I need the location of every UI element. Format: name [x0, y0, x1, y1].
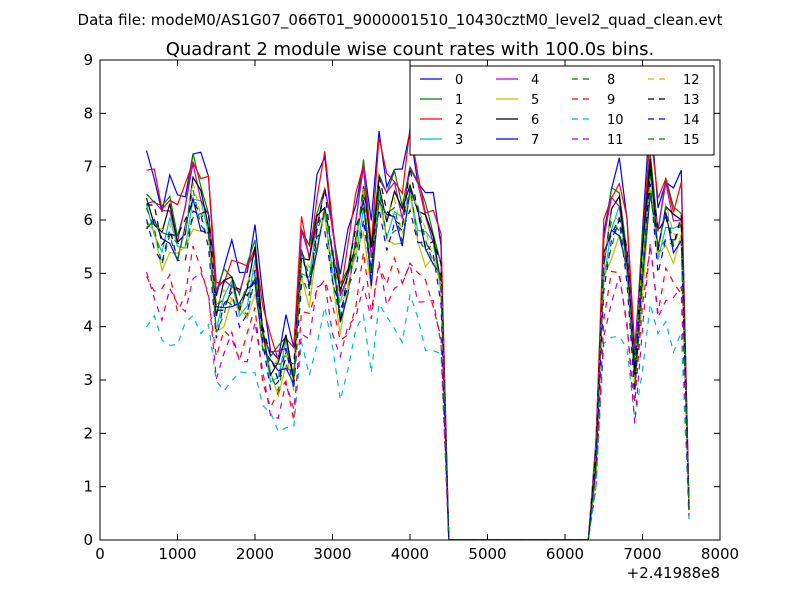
legend-label-7: 7 [531, 133, 539, 148]
y-tick-label: 9 [83, 51, 93, 69]
data-file-header: Data file: modeM0/AS1G07_066T01_90000015… [78, 11, 723, 30]
legend-label-0: 0 [455, 73, 463, 88]
series-line-9 [145, 245, 690, 540]
x-tick-label: 1000 [158, 545, 196, 563]
x-tick-label: 4000 [391, 545, 429, 563]
legend-label-5: 5 [531, 93, 539, 108]
legend-label-11: 11 [607, 133, 624, 148]
legend-label-12: 12 [683, 73, 700, 88]
x-tick-label: 6000 [546, 545, 584, 563]
y-tick-label: 0 [83, 531, 93, 549]
series-line-10 [146, 294, 690, 540]
series-line-15 [146, 189, 690, 540]
x-tick-label: 5000 [468, 545, 506, 563]
legend-label-2: 2 [455, 113, 463, 128]
series-line-11 [145, 243, 690, 540]
x-tick-label: 7000 [623, 545, 661, 563]
series-line-12 [146, 181, 690, 540]
y-tick-label: 4 [83, 318, 93, 336]
series-line-13 [146, 167, 690, 540]
y-tick-label: 7 [83, 158, 93, 176]
x-tick-label: 8000 [701, 545, 739, 563]
legend-label-1: 1 [455, 93, 463, 108]
y-tick-label: 6 [83, 211, 93, 229]
legend-label-10: 10 [607, 113, 624, 128]
legend-box [409, 65, 715, 156]
y-tick-label: 5 [83, 264, 93, 282]
legend-label-3: 3 [455, 133, 463, 148]
series-line-14 [145, 183, 690, 540]
legend-label-14: 14 [683, 113, 700, 128]
x-tick-label: 2000 [236, 545, 274, 563]
axis-ticks: 0 1000 2000 3000 4000 5000 6000 7000 80000123456… [83, 51, 739, 563]
legend-label-9: 9 [607, 93, 615, 108]
series-line-2 [146, 128, 690, 540]
x-tick-label: 3000 [313, 545, 351, 563]
x-tick-label: 0 [95, 545, 105, 563]
legend-label-13: 13 [683, 93, 700, 108]
chart-title: Quadrant 2 module wise count rates with … [166, 39, 655, 60]
legend-label-4: 4 [531, 73, 539, 88]
legend-label-6: 6 [531, 113, 539, 128]
x-offset-label: +2.41988e8 [627, 564, 720, 582]
y-tick-label: 1 [83, 478, 93, 496]
y-tick-label: 8 [83, 104, 93, 122]
legend-label-15: 15 [683, 133, 700, 148]
y-tick-label: 3 [83, 371, 93, 389]
legend-label-8: 8 [607, 73, 615, 88]
y-tick-label: 2 [83, 424, 93, 442]
series-layer [145, 108, 690, 540]
